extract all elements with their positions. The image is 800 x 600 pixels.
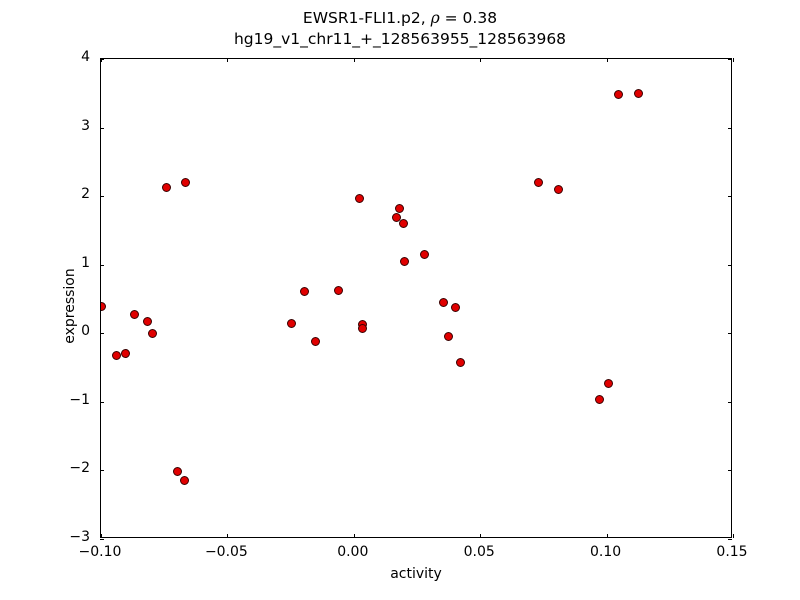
y-axis-tick	[100, 401, 104, 403]
x-axis-tick	[606, 534, 608, 538]
x-axis-tick-label: −0.10	[78, 544, 122, 560]
scatter-point	[634, 89, 644, 99]
scatter-point	[420, 249, 430, 259]
y-axis-tick-right	[728, 264, 732, 266]
x-axis-tick-label: 0.10	[590, 544, 622, 560]
x-axis-tick	[480, 534, 482, 538]
y-axis-tick-right	[728, 127, 732, 129]
y-axis-tick-label: 1	[81, 254, 90, 271]
y-axis-tick-right	[728, 539, 732, 540]
scatter-point	[451, 303, 461, 313]
scatter-point	[395, 203, 405, 213]
plot-axes-frame	[100, 58, 734, 540]
y-axis-tick	[100, 539, 104, 540]
scatter-points-layer	[101, 59, 731, 537]
y-axis-tick	[100, 127, 104, 129]
scatter-point	[112, 350, 122, 360]
scatter-point	[355, 194, 365, 204]
x-axis-tick-label: 0.05	[463, 544, 495, 560]
scatter-point	[334, 286, 344, 296]
x-axis-tick-top	[227, 58, 229, 62]
scatter-point	[399, 219, 409, 229]
x-axis-tick-top	[480, 58, 482, 62]
x-axis-tick	[227, 534, 229, 538]
y-axis-tick-label: 0	[81, 323, 90, 340]
x-axis-tick	[733, 534, 734, 538]
chart-title-rho-value: = 0.38	[439, 9, 498, 27]
scatter-point	[400, 257, 410, 267]
x-axis-tick	[353, 534, 355, 538]
scatter-point	[392, 212, 402, 222]
scatter-point	[181, 177, 191, 187]
y-axis-tick-right	[728, 470, 732, 472]
scatter-point	[143, 317, 153, 327]
y-axis-tick	[100, 196, 104, 198]
y-axis-tick	[100, 59, 104, 60]
scatter-point	[456, 358, 466, 368]
chart-subtitle: hg19_v1_chr11_+_128563955_128563968	[233, 30, 567, 48]
x-axis-label: activity	[390, 566, 442, 582]
x-axis-tick-top	[353, 58, 355, 62]
y-axis-tick-right	[728, 59, 732, 60]
scatter-point	[287, 318, 297, 328]
x-axis-tick-top	[606, 58, 608, 62]
scatter-point	[130, 310, 140, 320]
y-axis-tick	[100, 333, 104, 335]
scatter-point	[148, 328, 158, 338]
y-axis-tick-label: −3	[69, 529, 90, 545]
scatter-point	[604, 378, 614, 388]
scatter-point	[439, 297, 449, 307]
chart-title-prefix: EWSR1-FLI1.p2,	[302, 9, 431, 27]
y-axis-tick-label: 2	[81, 186, 90, 203]
scatter-point	[444, 331, 454, 341]
chart-title-line-1: EWSR1-FLI1.p2, ρ = 0.38	[0, 8, 800, 29]
y-axis-tick-label: 4	[81, 49, 90, 65]
scatter-point	[554, 184, 564, 194]
x-axis-tick-label: −0.05	[204, 544, 248, 560]
scatter-point	[172, 466, 182, 476]
x-axis-tick-label: 0.15	[716, 544, 748, 560]
y-axis-tick-label: 3	[81, 117, 90, 134]
y-axis-tick-label: −2	[69, 460, 90, 477]
y-axis-tick	[100, 264, 104, 266]
scatter-point	[595, 395, 605, 405]
y-axis-tick-right	[728, 401, 732, 403]
y-axis-tick-right	[728, 196, 732, 198]
x-axis-tick-label: 0.00	[337, 544, 369, 560]
scatter-point	[180, 475, 190, 485]
scatter-point	[162, 183, 172, 193]
x-axis-tick-top	[733, 58, 734, 62]
scatter-point	[120, 348, 130, 358]
scatter-point	[300, 286, 310, 296]
scatter-point	[614, 90, 624, 100]
scatter-point	[534, 177, 544, 187]
y-axis-tick-label: −1	[69, 391, 90, 408]
scatter-point	[101, 302, 106, 312]
x-axis-tick	[101, 534, 102, 538]
scatter-point	[358, 323, 368, 333]
rho-symbol: ρ	[430, 9, 440, 27]
y-axis-tick	[100, 470, 104, 472]
chart-title: EWSR1-FLI1.p2, ρ = 0.38 hg19_v1_chr11_+_…	[0, 8, 800, 50]
y-axis-label: expression	[62, 268, 78, 344]
y-axis-tick-right	[728, 333, 732, 335]
scatter-point	[311, 337, 321, 346]
x-axis-tick-top	[101, 58, 102, 62]
